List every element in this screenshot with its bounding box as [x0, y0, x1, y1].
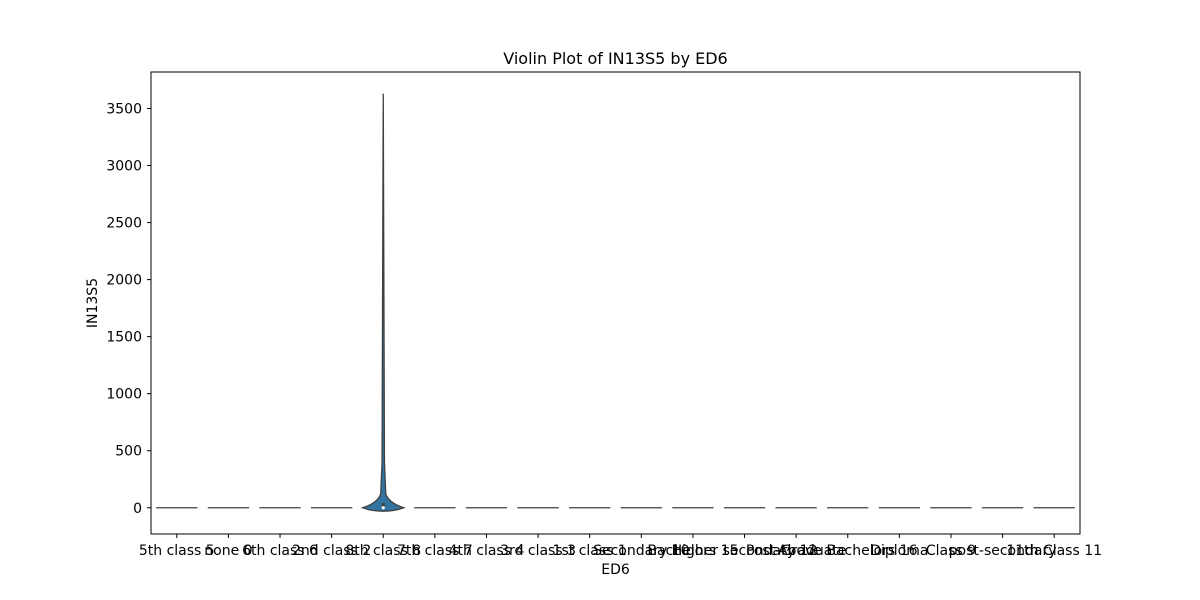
x-tick-label: Post-Graduate [746, 543, 846, 559]
x-tick-label: Bachelors 15 [647, 543, 738, 559]
x-axis-label: ED6 [601, 562, 630, 578]
y-axis-label: IN13S5 [85, 278, 101, 328]
y-tick-label: 0 [133, 501, 142, 517]
x-tick-label: Above Bachelors 16 [778, 543, 918, 559]
x-tick-label: 5th class 5 [139, 543, 215, 559]
x-tick-label: none 0 [204, 543, 252, 559]
violin-5 [360, 93, 406, 512]
x-tick-label: post-secondary [949, 543, 1057, 559]
x-tick-label: 3rd class 3 [500, 543, 576, 559]
x-tick-label: 1st class 1 [553, 543, 627, 559]
x-tick-label: 6th class 6 [242, 543, 318, 559]
x-tick-label: 7th class 7 [397, 543, 473, 559]
x-tick-label: Diploma [870, 543, 928, 559]
y-tick-label: 3000 [106, 159, 142, 175]
plot-frame [150, 71, 1081, 535]
x-tick-label: Class 9 [926, 543, 976, 559]
violin-median [381, 506, 385, 510]
y-tick-label: 500 [115, 444, 142, 460]
y-tick-label: 3500 [106, 102, 142, 118]
chart-title: Violin Plot of IN13S5 by ED6 [503, 49, 727, 68]
y-tick-label: 2500 [106, 216, 142, 232]
y-tick-label: 1000 [106, 387, 142, 403]
x-tick-label: Secondary 10 [593, 543, 689, 559]
x-tick-label: 2nd class 2 [292, 543, 371, 559]
x-tick-label: 8th class 8 [345, 543, 421, 559]
x-tick-label: 4th class 4 [449, 543, 525, 559]
y-tick-label: 2000 [106, 273, 142, 289]
y-tick-label: 1500 [106, 330, 142, 346]
x-tick-label: 11th Class 11 [1006, 543, 1102, 559]
x-tick-label: Higher secondary 12 [672, 543, 818, 559]
